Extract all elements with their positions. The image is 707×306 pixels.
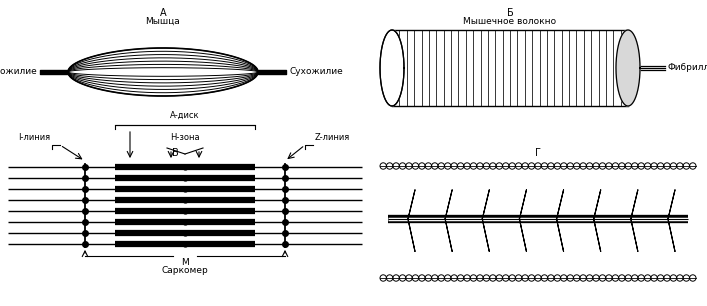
Text: I-линия: I-линия (18, 133, 50, 142)
Text: Саркомер: Саркомер (162, 266, 209, 275)
Polygon shape (616, 30, 640, 106)
Text: Сухожилие: Сухожилие (289, 68, 343, 76)
Text: В: В (172, 148, 178, 158)
Text: Г: Г (535, 148, 541, 158)
Text: Мышечное волокно: Мышечное волокно (463, 17, 556, 26)
Text: Б: Б (507, 8, 513, 18)
Text: А-диск: А-диск (170, 111, 200, 120)
Text: Фибриллы: Фибриллы (668, 64, 707, 73)
Text: Сухожилие: Сухожилие (0, 68, 37, 76)
Text: Н-зона: Н-зона (170, 133, 200, 142)
Text: М: М (181, 258, 189, 267)
Polygon shape (380, 30, 404, 106)
Text: А: А (160, 8, 166, 18)
Text: Z-линия: Z-линия (315, 133, 350, 142)
Text: Мышца: Мышца (146, 17, 180, 26)
